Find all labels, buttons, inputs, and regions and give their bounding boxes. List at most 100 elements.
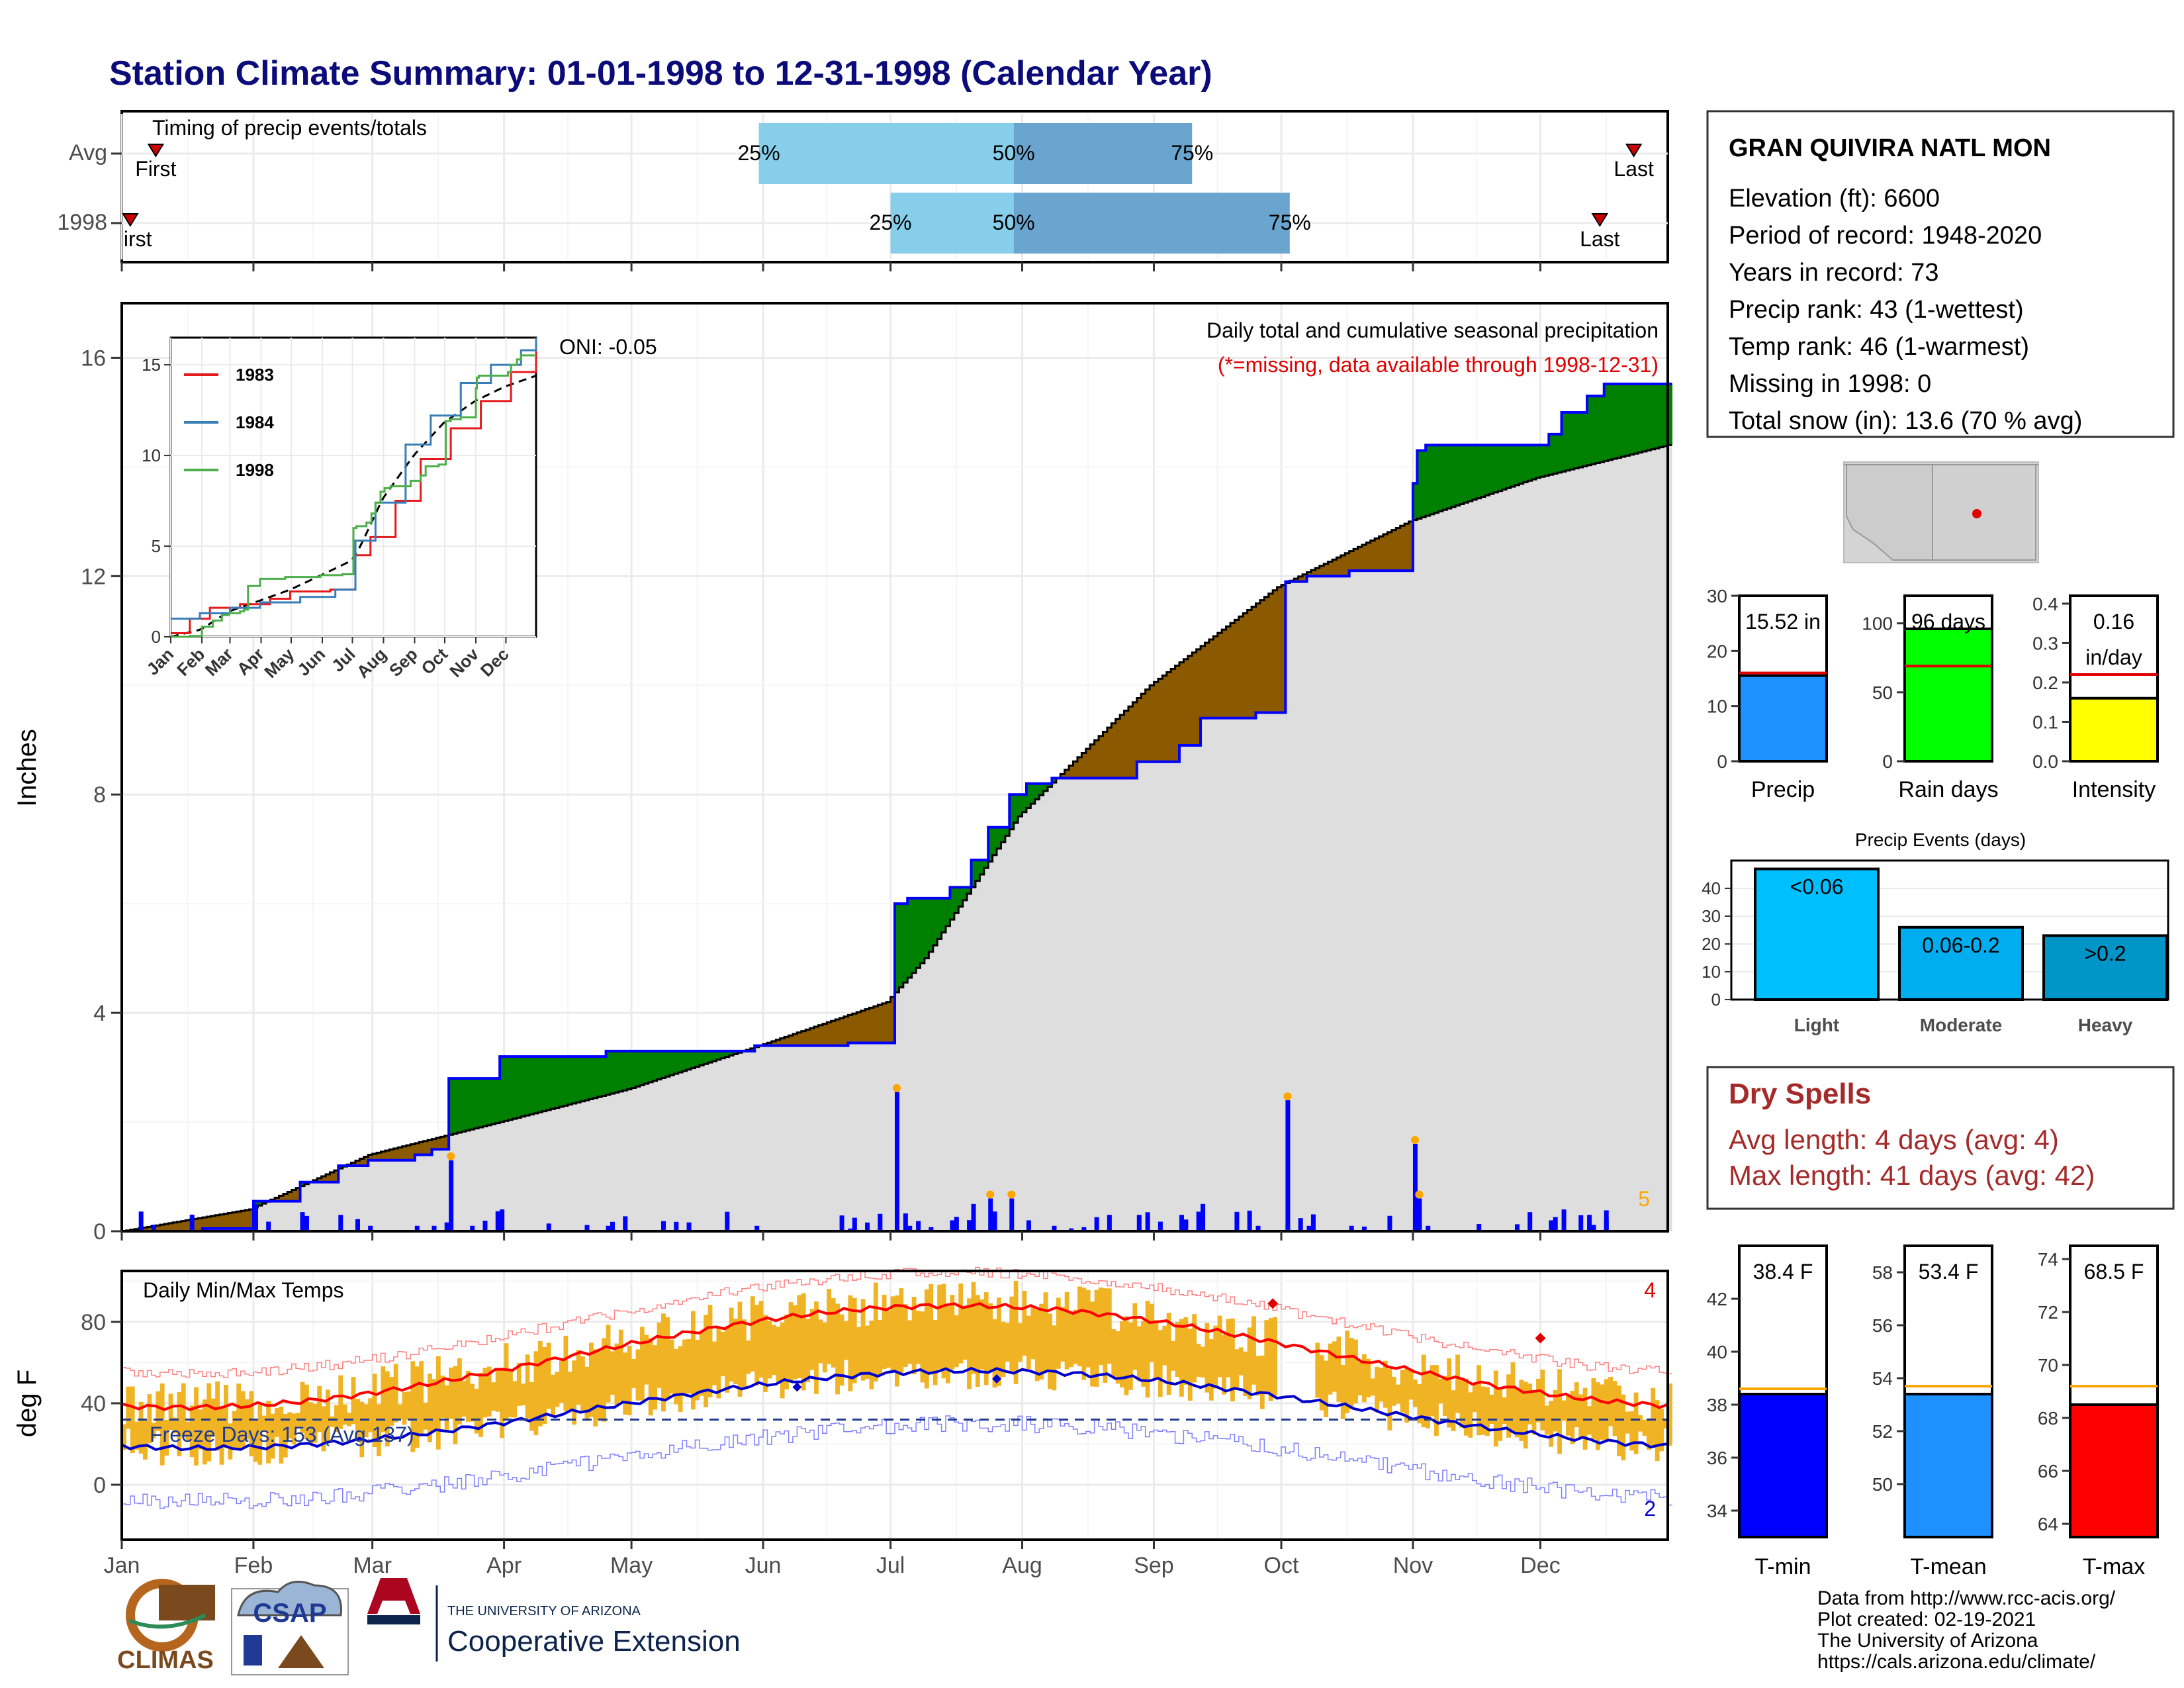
daily-temp-range-bar — [865, 1325, 870, 1379]
daily-temp-range-bar — [342, 1404, 347, 1425]
precip-departure-band — [406, 1145, 411, 1160]
daily-temp-range-bar — [1166, 1313, 1171, 1395]
daily-precip-bar — [266, 1221, 271, 1231]
precip-departure-band — [924, 898, 929, 959]
precip-departure-band — [1340, 555, 1345, 577]
daily-temp-range-bar — [941, 1284, 946, 1379]
daily-temp-range-bar — [1090, 1301, 1095, 1387]
daily-temp-range-bar — [563, 1335, 569, 1411]
mini-bar-value-label: 96 days — [1911, 610, 1985, 633]
daily-precip-bar — [903, 1213, 908, 1231]
precip-panel: Daily total and cumulative seasonal prec… — [13, 302, 1673, 1244]
precip-departure-band — [300, 1182, 305, 1186]
month-label: Jun — [745, 1553, 782, 1578]
daily-temp-range-bar — [151, 1423, 156, 1438]
daily-temp-range-bar — [470, 1383, 475, 1422]
timing-row-year: 1998 — [57, 210, 107, 235]
precip-departure-band — [878, 1005, 883, 1043]
daily-temp-range-bar — [690, 1311, 696, 1410]
precip-departure-band — [1060, 774, 1066, 778]
daily-temp-range-bar — [232, 1411, 237, 1450]
precip-departure-band — [1187, 655, 1193, 746]
daily-temp-range-bar — [997, 1297, 1001, 1386]
daily-temp-range-bar — [920, 1311, 925, 1383]
daily-temp-range-bar — [771, 1325, 776, 1376]
daily-temp-range-bar — [1531, 1392, 1537, 1435]
daily-temp-range-bar — [312, 1403, 318, 1443]
daily-precip-bar — [1255, 1225, 1261, 1231]
daily-temp-range-bar — [648, 1338, 653, 1416]
precip-departure-band — [1506, 445, 1512, 489]
precip-departure-band — [1561, 412, 1567, 472]
daily-temp-range-bar — [1255, 1356, 1261, 1396]
precip-departure-band — [1120, 714, 1125, 778]
daily-temp-range-bar — [1570, 1391, 1575, 1444]
precip-events-title: Precip Events (days) — [1855, 829, 2026, 850]
timing-year-50-75-box — [1013, 193, 1290, 254]
precip-departure-band — [410, 1144, 416, 1160]
precip-departure-band — [482, 1078, 488, 1127]
month-label: Jan — [104, 1553, 140, 1578]
daily-temp-range-bar — [631, 1358, 636, 1388]
precip-departure-band — [279, 1196, 284, 1201]
precip-departure-band — [1136, 698, 1142, 762]
daily-temp-range-bar — [173, 1417, 177, 1434]
precip-departure-band — [491, 1078, 496, 1125]
precip-departure-band — [1247, 610, 1252, 718]
precip-departure-band — [1426, 445, 1431, 516]
daily-temp-range-bar — [929, 1284, 934, 1375]
temp-bar-ytick-label: 72 — [2038, 1302, 2058, 1323]
precip-departure-band — [895, 904, 900, 992]
precip-departure-band — [1009, 794, 1015, 829]
daily-temp-range-bar — [1345, 1331, 1350, 1413]
precip-departure-band — [1026, 783, 1031, 808]
precip-departure-band — [1111, 723, 1116, 778]
daily-temp-range-bar — [1315, 1342, 1320, 1398]
precip-departure-band — [674, 1051, 679, 1074]
daily-temp-range-bar — [1408, 1368, 1414, 1400]
station-name: GRAN QUIVIRA NATL MON — [1729, 134, 2051, 162]
precip-departure-band — [1349, 551, 1354, 571]
daily-temp-range-bar — [1604, 1379, 1609, 1441]
daily-temp-range-bar — [903, 1304, 908, 1367]
precip-departure-band — [1192, 652, 1197, 746]
precip-departure-band — [206, 1217, 212, 1229]
temp-ylabel: deg F — [13, 1370, 42, 1437]
daily-temp-range-bar — [478, 1372, 483, 1437]
timing-avg-25-50-box — [758, 123, 1014, 184]
precip-departure-band — [1345, 553, 1350, 577]
precip-departure-band — [860, 1010, 866, 1043]
daily-temp-range-bar — [882, 1294, 887, 1370]
temp-bar-ytick-label: 66 — [2038, 1461, 2058, 1481]
precip-missing-note: (*=missing, data available through 1998-… — [1218, 353, 1659, 377]
precip-departure-band — [1064, 769, 1069, 778]
daily-temp-range-bar — [1663, 1420, 1668, 1429]
daily-temp-range-bar — [428, 1374, 432, 1442]
daily-temp-range-bar — [406, 1391, 411, 1420]
precip-departure-band — [818, 1025, 823, 1046]
record-high-marker — [1267, 1298, 1279, 1309]
daily-temp-range-bar — [228, 1423, 233, 1460]
daily-temp-range-bar — [1081, 1288, 1087, 1380]
precip-ytick-label: 8 — [93, 782, 106, 808]
dry-spells-title: Dry Spells — [1729, 1078, 1871, 1110]
precip-departure-band — [461, 1078, 467, 1132]
precip-departure-band — [1510, 445, 1516, 487]
precip-departure-band — [533, 1056, 539, 1113]
precip-departure-band — [1315, 568, 1320, 577]
precip-ytick-label: 4 — [93, 1001, 106, 1026]
precip-departure-band — [1217, 633, 1222, 718]
daily-temp-range-bar — [946, 1303, 950, 1383]
precip-departure-band — [911, 898, 917, 973]
daily-temp-range-bar — [1273, 1317, 1277, 1396]
precip-departure-band — [941, 898, 946, 933]
daily-temp-range-bar — [500, 1368, 504, 1438]
daily-temp-range-bar — [1099, 1287, 1103, 1366]
daily-precip-bar — [674, 1221, 679, 1231]
timing-avg-p75-label: 75% — [1171, 141, 1213, 165]
precip-departure-band — [567, 1056, 572, 1105]
precip-departure-band — [979, 860, 985, 874]
precip-departure-band — [219, 1214, 224, 1229]
mini-bar-ytick-label: 100 — [1862, 614, 1893, 634]
daily-temp-range-bar — [504, 1343, 509, 1419]
